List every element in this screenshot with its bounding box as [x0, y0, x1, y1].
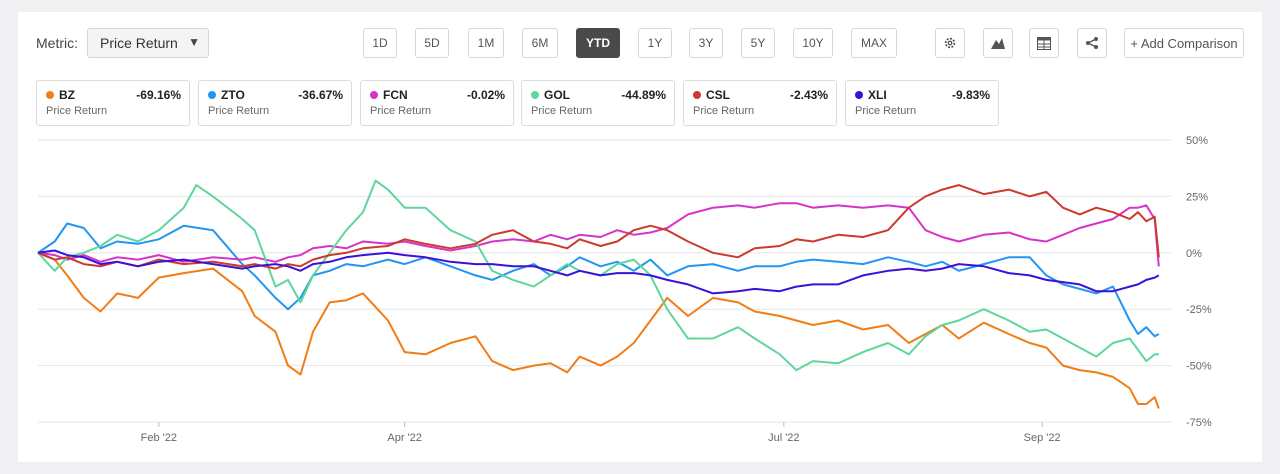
range-button-1m[interactable]: 1M [468, 28, 504, 58]
share-icon [1086, 37, 1098, 49]
series-line-zto[interactable] [37, 222, 1160, 338]
legend-return: -2.43% [789, 88, 828, 102]
legend-symbol: XLI [868, 88, 887, 102]
y-tick-label: 25% [1186, 191, 1208, 203]
series-line-fcn[interactable] [37, 202, 1160, 267]
legend-return: -44.89% [621, 88, 666, 102]
series-color-dot [370, 91, 378, 99]
legend-return: -36.67% [298, 88, 343, 102]
legend-card-fcn[interactable]: FCN -0.02% Price Return [360, 80, 514, 126]
legend-card-csl[interactable]: CSL -2.43% Price Return [683, 80, 837, 126]
range-button-ytd[interactable]: YTD [576, 28, 620, 58]
y-tick-label: 0% [1186, 248, 1202, 260]
share-button[interactable] [1077, 28, 1107, 58]
range-label: 1D [372, 36, 388, 50]
range-label: 5D [424, 36, 440, 50]
range-label: YTD [586, 36, 610, 50]
chart-card: Metric: Price Return ▼ 1D 5D 1M 6M YTD 1… [18, 12, 1262, 462]
range-button-6m[interactable]: 6M [522, 28, 558, 58]
range-button-max[interactable]: MAX [851, 28, 897, 58]
series-color-dot [693, 91, 701, 99]
legend-subtitle: Price Return [370, 105, 432, 117]
range-button-1d[interactable]: 1D [363, 28, 397, 58]
legend-return: -0.02% [466, 88, 505, 102]
range-button-3y[interactable]: 3Y [689, 28, 723, 58]
range-label: 1Y [647, 36, 663, 50]
range-button-1y[interactable]: 1Y [638, 28, 672, 58]
mountain-chart-button[interactable] [983, 28, 1013, 58]
legend-symbol: BZ [59, 88, 75, 102]
add-comparison-label: + Add Comparison [1130, 35, 1238, 51]
legend-subtitle: Price Return [855, 105, 917, 117]
toolbar: Metric: Price Return ▼ 1D 5D 1M 6M YTD 1… [18, 12, 1262, 72]
metric-select[interactable]: Price Return ▼ [87, 28, 209, 58]
x-tick-label: Jul '22 [768, 432, 799, 444]
legend-card-xli[interactable]: XLI -9.83% Price Return [845, 80, 999, 126]
legend-subtitle: Price Return [693, 105, 755, 117]
series-color-dot [531, 91, 539, 99]
legend-subtitle: Price Return [208, 105, 270, 117]
metric-select-value: Price Return [100, 35, 178, 51]
legend-symbol: CSL [706, 88, 730, 102]
series-line-bz[interactable] [37, 251, 1160, 409]
y-tick-label: 50% [1186, 135, 1208, 147]
y-tick-label: -50% [1186, 361, 1212, 373]
range-label: 3Y [698, 36, 714, 50]
legend-symbol: FCN [383, 88, 408, 102]
price-return-chart[interactable]: 50% 25% 0% -25% -50% -75% Feb '22 Apr '22 Jul '2… [18, 12, 1262, 462]
range-button-5y[interactable]: 5Y [741, 28, 775, 58]
legend-subtitle: Price Return [531, 105, 593, 117]
range-label: 10Y [802, 36, 824, 50]
settings-button[interactable] [935, 28, 965, 58]
x-tick-label: Feb '22 [141, 432, 177, 444]
table-icon [1037, 36, 1051, 50]
series-color-dot [855, 91, 863, 99]
range-button-10y[interactable]: 10Y [793, 28, 833, 58]
series-color-dot [46, 91, 54, 99]
metric-label: Metric: [36, 35, 78, 51]
add-comparison-button[interactable]: + Add Comparison [1124, 28, 1244, 58]
legend-card-zto[interactable]: ZTO -36.67% Price Return [198, 80, 352, 126]
legend-return: -69.16% [136, 88, 181, 102]
range-label: 6M [531, 36, 549, 50]
x-tick-label: Sep '22 [1024, 432, 1061, 444]
legend-symbol: GOL [544, 88, 570, 102]
range-label: 5Y [750, 36, 766, 50]
legend-return: -9.83% [951, 88, 990, 102]
y-tick-label: -25% [1186, 304, 1212, 316]
range-label: MAX [860, 36, 887, 50]
range-button-5d[interactable]: 5D [415, 28, 449, 58]
x-tick-label: Apr '22 [387, 432, 422, 444]
range-label: 1M [477, 36, 495, 50]
series-color-dot [208, 91, 216, 99]
legend-card-gol[interactable]: GOL -44.89% Price Return [521, 80, 675, 126]
y-tick-label: -75% [1186, 417, 1212, 429]
series-line-csl[interactable] [37, 184, 1160, 270]
mountain-chart-icon [991, 38, 1005, 49]
settings-gear-icon [944, 37, 956, 49]
legend-symbol: ZTO [221, 88, 245, 102]
legend-subtitle: Price Return [46, 105, 108, 117]
table-view-button[interactable] [1029, 28, 1059, 58]
caret-down-icon: ▼ [188, 35, 200, 49]
legend-card-bz[interactable]: BZ -69.16% Price Return [36, 80, 190, 126]
series-line-xli[interactable] [37, 249, 1160, 295]
